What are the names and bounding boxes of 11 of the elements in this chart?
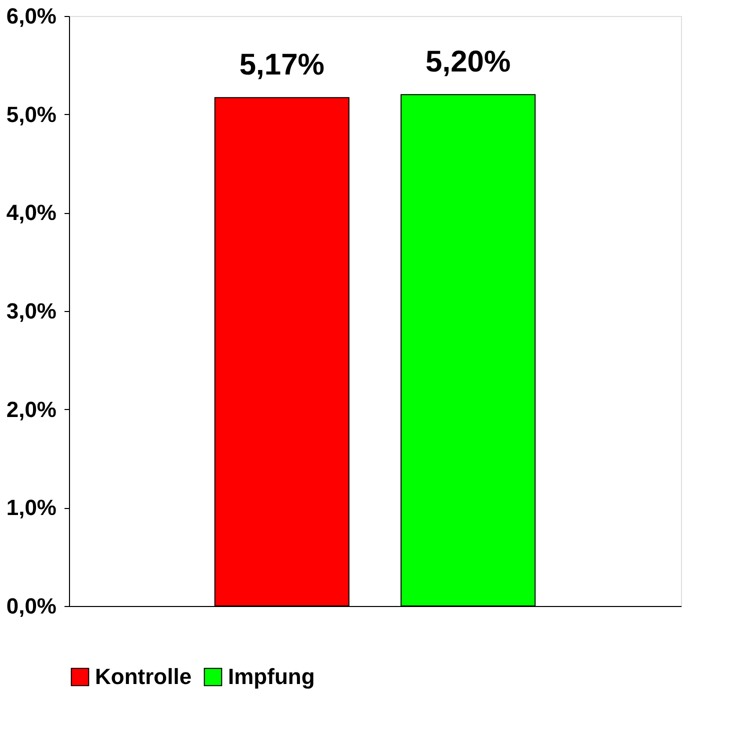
y-tick-label: 4,0% — [6, 200, 56, 226]
legend-label: Kontrolle — [95, 664, 192, 689]
y-tick-label: 2,0% — [6, 396, 56, 422]
y-tick-label: 6,0% — [6, 4, 56, 28]
y-tick-label: 0,0% — [6, 594, 56, 618]
data-label: 5,17% — [239, 48, 324, 82]
data-label: 5,20% — [426, 46, 511, 79]
legend-label: Impfung — [228, 664, 315, 689]
y-tick-label: 1,0% — [6, 495, 56, 520]
y-tick-label: 3,0% — [6, 298, 56, 324]
y-tick-label: 5,0% — [6, 102, 56, 127]
